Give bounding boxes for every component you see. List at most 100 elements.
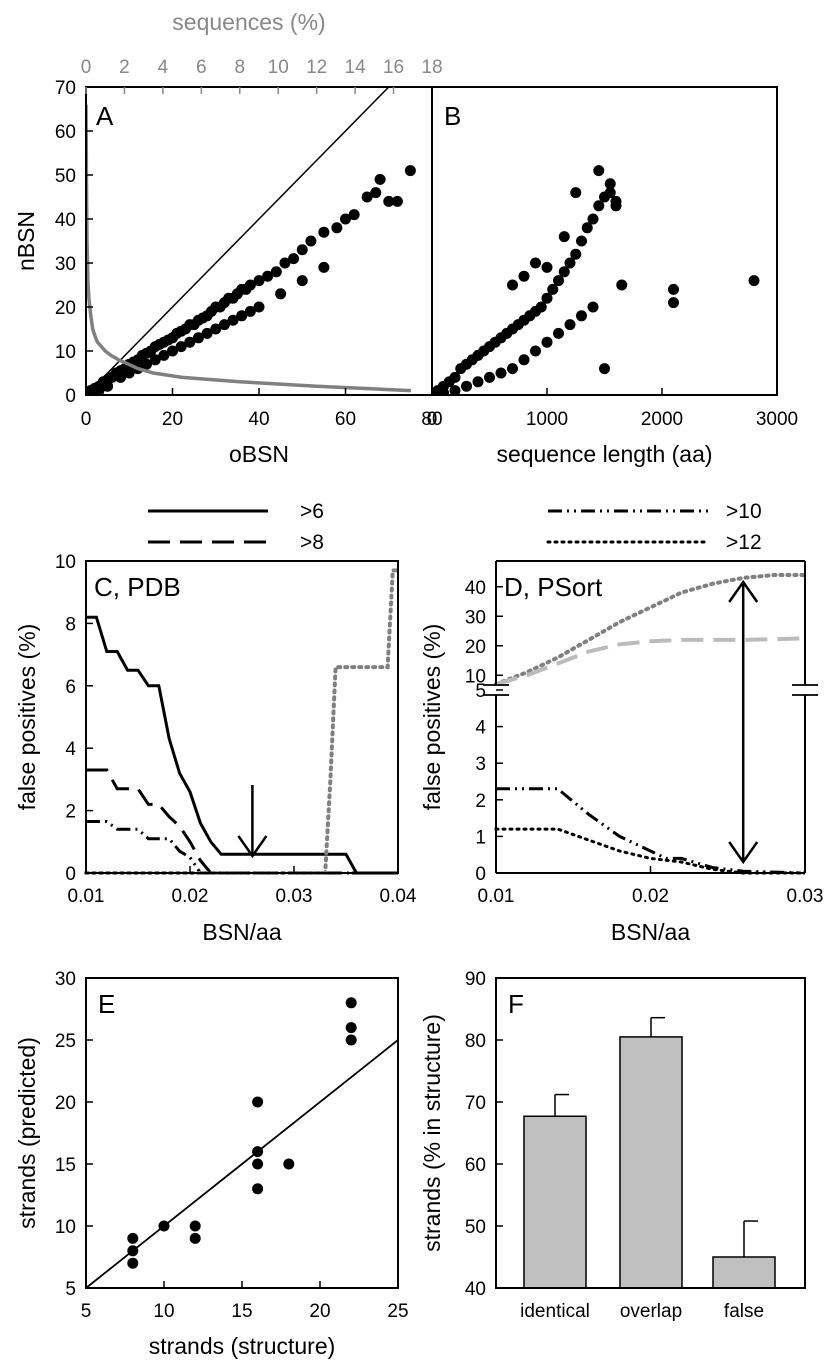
axes-frame	[431, 86, 778, 396]
data-point	[262, 270, 274, 282]
data-point	[218, 319, 230, 331]
y-tick-label: 90	[465, 969, 486, 990]
data-point	[175, 341, 187, 353]
data-point	[576, 235, 587, 247]
legend-label: >12	[726, 531, 762, 554]
x-tick-label: 0.02	[172, 886, 209, 907]
data-point	[576, 310, 587, 322]
top-x-tick-label: 6	[196, 57, 207, 78]
x-tick-label: 3000	[756, 409, 798, 430]
panel-f: identical overlap false 40 50 60 70 80 90 Fstrand…	[419, 969, 806, 1322]
x-axis-title: oBSN	[229, 441, 289, 467]
y-tick-label: 3	[475, 754, 486, 775]
data-point	[449, 371, 461, 383]
legend-label: >10	[726, 500, 762, 523]
data-point	[472, 376, 484, 388]
data-point	[495, 367, 507, 379]
data-point	[374, 173, 386, 185]
bar	[712, 1256, 776, 1289]
plot-area-b	[432, 165, 760, 395]
data-point	[288, 253, 300, 265]
data-point	[127, 1257, 139, 1269]
y-tick-label: 4	[475, 718, 486, 739]
legend-label: >6	[300, 500, 324, 523]
y-tick-label: 30	[55, 969, 76, 990]
series-line	[86, 820, 398, 875]
x-tick-label: 0.03	[276, 886, 313, 907]
top-x-tick-label: 16	[383, 57, 404, 78]
y-tick-label: 25	[55, 1031, 76, 1052]
data-point	[593, 200, 605, 212]
top-x-tick-label: 0	[81, 57, 92, 78]
x-tick-label: 2000	[641, 409, 683, 430]
y-tick-label: 40	[55, 210, 76, 231]
data-point	[270, 266, 282, 278]
x-axis-title: BSN/aa	[611, 919, 690, 945]
data-point	[127, 1245, 139, 1257]
data-point	[141, 358, 153, 370]
y-tick-label: 10	[55, 552, 76, 573]
x-tick-label: 5	[81, 1301, 92, 1322]
data-point	[604, 178, 616, 190]
data-point	[252, 1158, 264, 1170]
y-tick-label: 70	[55, 78, 76, 99]
data-point	[541, 292, 553, 304]
series-line	[86, 615, 398, 875]
data-point	[93, 385, 105, 395]
data-point	[370, 187, 382, 199]
x-tick-label: 0.01	[68, 886, 105, 907]
y-tick-label: 6	[65, 677, 76, 698]
data-point	[158, 349, 170, 361]
x-tick-label: 80	[421, 409, 442, 430]
data-point	[189, 1220, 201, 1232]
panel-label: D, PSort	[504, 572, 603, 602]
top-x-tick-label: 2	[119, 57, 130, 78]
data-point	[604, 187, 616, 199]
data-point	[570, 187, 582, 199]
plot-area-a	[86, 87, 416, 395]
data-point	[244, 305, 256, 317]
y-tick-label: 70	[465, 1093, 486, 1114]
data-point	[345, 997, 357, 1009]
data-point	[318, 226, 330, 238]
y-tick-label: 8	[65, 614, 76, 635]
y-tick-label: 10	[55, 1217, 76, 1238]
reference-line	[85, 1039, 399, 1289]
data-point	[192, 332, 204, 344]
y-axis-title: strands (% in structure)	[419, 1014, 445, 1252]
data-point	[518, 354, 530, 366]
data-point	[318, 261, 330, 273]
data-point	[558, 231, 570, 243]
arrow-head-up	[728, 579, 759, 603]
data-point	[558, 266, 570, 278]
y-tick-label: 60	[465, 1155, 486, 1176]
series-line	[495, 636, 806, 687]
legend-c: >6 >8 >10 >12	[148, 500, 762, 554]
panel-label: E	[98, 989, 115, 1019]
data-point	[252, 1146, 264, 1158]
y-tick-label: 60	[55, 122, 76, 143]
data-point	[438, 387, 449, 395]
data-point	[348, 209, 360, 221]
y-tick-label: 40	[465, 578, 486, 599]
data-point	[391, 195, 403, 207]
data-point	[610, 200, 622, 212]
data-point	[547, 283, 559, 295]
data-point	[535, 301, 547, 313]
panel-label: C, PDB	[94, 572, 181, 602]
y-tick-label: 2	[65, 802, 76, 823]
x-tick-label: 20	[309, 1301, 330, 1322]
y-axis-title: strands (predicted)	[14, 1037, 40, 1229]
data-point	[102, 380, 114, 392]
y-tick-label: 1	[475, 827, 486, 848]
x-tick-label: 1000	[526, 409, 568, 430]
panel-label: B	[444, 101, 461, 131]
y-tick-label: 30	[465, 607, 486, 628]
y-tick-label: 80	[465, 1031, 486, 1052]
data-point	[236, 310, 248, 322]
data-point	[127, 1232, 139, 1244]
series-line	[84, 568, 400, 875]
data-point	[668, 297, 679, 309]
